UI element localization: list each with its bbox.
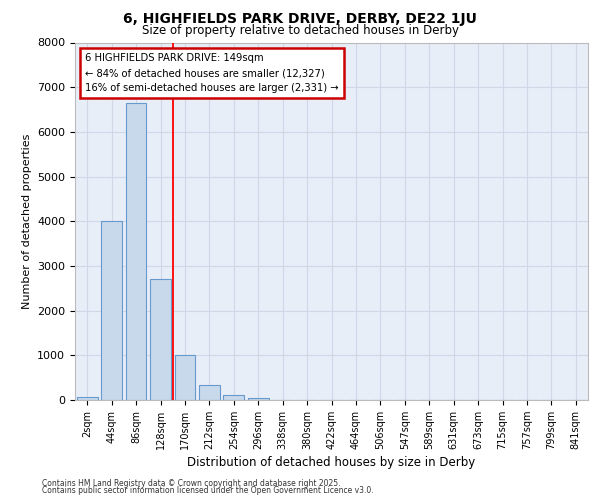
X-axis label: Distribution of detached houses by size in Derby: Distribution of detached houses by size … — [187, 456, 476, 469]
Text: 6, HIGHFIELDS PARK DRIVE, DERBY, DE22 1JU: 6, HIGHFIELDS PARK DRIVE, DERBY, DE22 1J… — [123, 12, 477, 26]
Text: 6 HIGHFIELDS PARK DRIVE: 149sqm
← 84% of detached houses are smaller (12,327)
16: 6 HIGHFIELDS PARK DRIVE: 149sqm ← 84% of… — [85, 53, 339, 93]
Bar — [101, 221, 122, 400]
Bar — [77, 398, 98, 400]
Bar — [150, 280, 171, 400]
Bar — [248, 398, 269, 400]
Y-axis label: Number of detached properties: Number of detached properties — [22, 134, 32, 309]
Text: Contains public sector information licensed under the Open Government Licence v3: Contains public sector information licen… — [42, 486, 374, 495]
Text: Size of property relative to detached houses in Derby: Size of property relative to detached ho… — [142, 24, 458, 37]
Bar — [199, 385, 220, 400]
Text: Contains HM Land Registry data © Crown copyright and database right 2025.: Contains HM Land Registry data © Crown c… — [42, 478, 341, 488]
Bar — [175, 356, 196, 400]
Bar — [125, 103, 146, 400]
Bar — [223, 394, 244, 400]
